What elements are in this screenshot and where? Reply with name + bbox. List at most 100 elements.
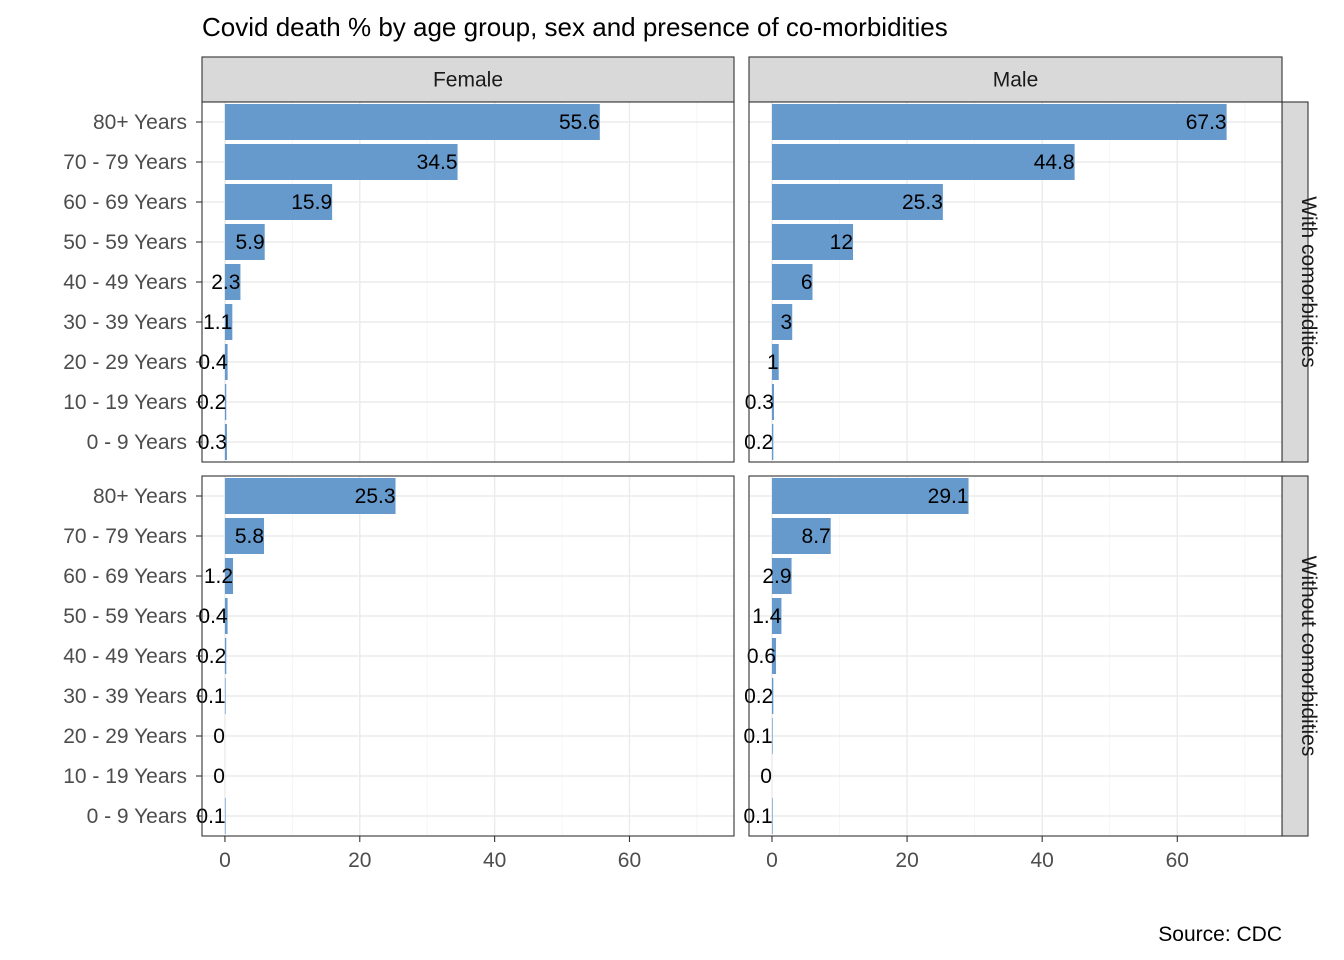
bar: [224, 144, 458, 180]
facet-strip-label: Male: [993, 69, 1039, 92]
bar-value-label: 0: [213, 765, 225, 788]
y-tick-label: 70 - 79 Years: [63, 525, 187, 548]
bar-value-label: 0.1: [196, 685, 225, 708]
facet-strip-label: Female: [433, 69, 503, 92]
facet-strip-label: With comorbidities: [1297, 196, 1320, 368]
facet-strip-label: Without comorbidities: [1297, 556, 1320, 757]
bar: [224, 798, 226, 834]
bar: [771, 798, 773, 834]
bar-value-label: 0.4: [198, 351, 228, 374]
bar-value-label: 0.6: [747, 645, 776, 668]
x-tick-label: 0: [766, 849, 778, 872]
bar: [771, 184, 943, 220]
bar-value-label: 8.7: [802, 525, 831, 548]
bar: [224, 638, 227, 674]
bar: [224, 678, 226, 714]
x-tick-label: 60: [1166, 849, 1189, 872]
bar-value-label: 1.1: [203, 311, 232, 334]
y-tick-label: 20 - 29 Years: [63, 725, 187, 748]
bar: [224, 304, 233, 340]
y-tick-label: 60 - 69 Years: [63, 191, 187, 214]
bar-value-label: 25.3: [355, 485, 396, 508]
bar: [771, 104, 1227, 140]
y-tick-label: 20 - 29 Years: [63, 351, 187, 374]
bar: [771, 344, 779, 380]
bar-value-label: 0.1: [743, 805, 772, 828]
bar-value-label: 0.4: [198, 605, 228, 628]
y-tick-label: 0 - 9 Years: [87, 805, 187, 828]
bar-value-label: 67.3: [1186, 111, 1227, 134]
chart-title: Covid death % by age group, sex and pres…: [202, 12, 948, 42]
bar-value-label: 0.1: [196, 805, 225, 828]
panel-female-without: 25.3 5.81.2 0.4 0.2 0.1 0 0 0.1 80+ Years 70 - 79…: [63, 475, 735, 872]
bar: [771, 598, 782, 634]
bar: [771, 718, 773, 754]
bar-value-label: 0.3: [198, 431, 227, 454]
panel-male-without: 29.1 8.7 2.9 1.4 0.6 0.2 0.1 0 0.1 0 20 40 60: [743, 475, 1283, 872]
y-tick-label: 80+ Years: [93, 111, 187, 134]
bar: [771, 384, 774, 420]
bar-value-label: 0: [760, 765, 772, 788]
bar: [224, 478, 396, 514]
x-tick-label: 0: [219, 849, 231, 872]
bar: [771, 224, 854, 260]
bar: [771, 424, 774, 460]
bar-value-label: 29.1: [928, 485, 969, 508]
facet-strip-with-comorbidities: [1281, 101, 1309, 463]
panel-border: [748, 475, 1283, 837]
bar: [224, 264, 241, 300]
bar: [771, 264, 813, 300]
y-tick-label: 40 - 49 Years: [63, 645, 187, 668]
y-tick-label: 10 - 19 Years: [63, 391, 187, 414]
panel-border: [748, 101, 1283, 463]
panel-female-with: 55.6 34.5 15.9 5.9 2.3 1.1 0.4 0.2 0.3 80+ Years 7…: [63, 101, 735, 463]
bar-value-label: 0.1: [743, 725, 772, 748]
x-tick-label: 40: [1031, 849, 1054, 872]
y-tick-label: 30 - 39 Years: [63, 311, 187, 334]
facet-strip-without-comorbidities: [1281, 475, 1309, 837]
y-tick-label: 70 - 79 Years: [63, 151, 187, 174]
bar-value-label: 2.9: [762, 565, 791, 588]
bar: [771, 638, 777, 674]
bar-value-label: 6: [801, 271, 813, 294]
bar-value-label: 3: [781, 311, 793, 334]
bar-value-label: 0.2: [197, 391, 226, 414]
facet-strip-male: [748, 56, 1283, 103]
bar-value-label: 34.5: [417, 151, 458, 174]
y-tick-label: 50 - 59 Years: [63, 231, 187, 254]
bar: [771, 478, 969, 514]
y-tick-label: 40 - 49 Years: [63, 271, 187, 294]
x-tick-label: 60: [618, 849, 641, 872]
bar: [771, 518, 831, 554]
x-tick-label: 20: [895, 849, 918, 872]
bar-value-label: 5.9: [236, 231, 265, 254]
bar: [224, 344, 228, 380]
bar-value-label: 0.2: [197, 645, 226, 668]
y-tick-label: 50 - 59 Years: [63, 605, 187, 628]
bar-value-label: 25.3: [902, 191, 943, 214]
bar-value-label: 5.8: [235, 525, 264, 548]
bar: [224, 184, 333, 220]
bar-value-label: 44.8: [1034, 151, 1075, 174]
panel-male-with: 67.3 44.8 25.3 12 631 0.3 0.2: [744, 101, 1283, 463]
bar-value-label: 1.4: [752, 605, 782, 628]
bar: [224, 224, 265, 260]
bar: [224, 598, 228, 634]
bar: [771, 678, 774, 714]
x-tick-label: 20: [348, 849, 371, 872]
bar-value-label: 0.2: [744, 685, 773, 708]
bar-value-label: 1.2: [204, 565, 233, 588]
bar: [224, 424, 227, 460]
bar-value-label: 0: [213, 725, 225, 748]
bar-value-label: 0.2: [744, 431, 773, 454]
y-tick-label: 0 - 9 Years: [87, 431, 187, 454]
bar: [224, 104, 600, 140]
bar-value-label: 0.3: [745, 391, 774, 414]
bar-value-label: 2.3: [211, 271, 240, 294]
bar-value-label: 12: [830, 231, 853, 254]
bar-value-label: 55.6: [559, 111, 600, 134]
y-tick-label: 10 - 19 Years: [63, 765, 187, 788]
bar-value-label: 15.9: [291, 191, 332, 214]
y-tick-label: 30 - 39 Years: [63, 685, 187, 708]
